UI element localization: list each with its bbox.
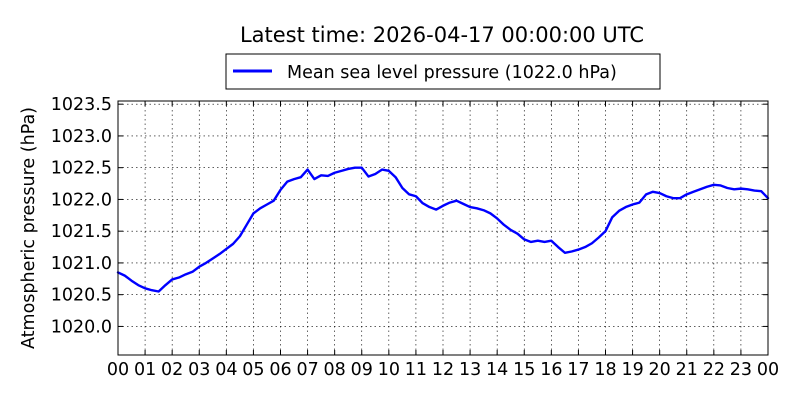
y-tick-labels: 1020.0 1020.5 1021.0 1021.5 1022.0 1022.5 1023… [51, 95, 112, 337]
x-tick-label: 23 [730, 360, 752, 380]
chart-title: Latest time: 2026-04-17 00:00:00 UTC [240, 23, 644, 47]
y-tick-label: 1022.0 [51, 190, 112, 210]
ticks [117, 101, 769, 355]
grid [118, 101, 768, 355]
x-tick-label: 12 [432, 360, 454, 380]
x-tick-label: 14 [486, 360, 508, 380]
y-tick-label: 1023.0 [51, 127, 112, 147]
y-axis-label: Atmospheric pressure (hPa) [19, 107, 39, 349]
x-tick-label: 03 [188, 360, 210, 380]
x-tick-label: 17 [567, 360, 589, 380]
x-tick-labels: 00 01 02 03 04 05 06 07 08 09 10 11 12 13 14 15 16 17 18 19… [107, 360, 779, 380]
x-tick-label: 11 [405, 360, 427, 380]
x-tick-label: 06 [269, 360, 291, 380]
x-tick-label: 18 [594, 360, 616, 380]
y-tick-label: 1020.5 [51, 286, 112, 306]
x-tick-label: 16 [540, 360, 562, 380]
series-line [116, 166, 770, 293]
y-tick-label: 1021.0 [51, 254, 112, 274]
x-tick-label: 00 [757, 360, 779, 380]
y-tick-label: 1021.5 [51, 222, 112, 242]
x-tick-label: 07 [296, 360, 318, 380]
x-tick-label: 00 [107, 360, 129, 380]
y-tick-label: 1020.0 [51, 317, 112, 337]
x-tick-label: 19 [621, 360, 643, 380]
x-tick-label: 22 [703, 360, 725, 380]
x-tick-label: 05 [242, 360, 264, 380]
x-tick-label: 10 [378, 360, 400, 380]
legend: Mean sea level pressure (1022.0 hPa) [225, 53, 661, 90]
x-tick-label: 20 [649, 360, 671, 380]
x-tick-label: 01 [134, 360, 156, 380]
x-tick-label: 15 [513, 360, 535, 380]
x-tick-label: 09 [351, 360, 373, 380]
x-tick-label: 04 [215, 360, 237, 380]
legend-label: Mean sea level pressure (1022.0 hPa) [287, 63, 617, 83]
y-tick-label: 1022.5 [51, 159, 112, 179]
legend-box [225, 53, 661, 90]
x-tick-label: 21 [676, 360, 698, 380]
y-tick-label: 1023.5 [51, 95, 112, 115]
x-tick-label: 08 [324, 360, 346, 380]
x-tick-label: 02 [161, 360, 183, 380]
x-tick-label: 13 [459, 360, 481, 380]
series-layer [116, 166, 770, 293]
